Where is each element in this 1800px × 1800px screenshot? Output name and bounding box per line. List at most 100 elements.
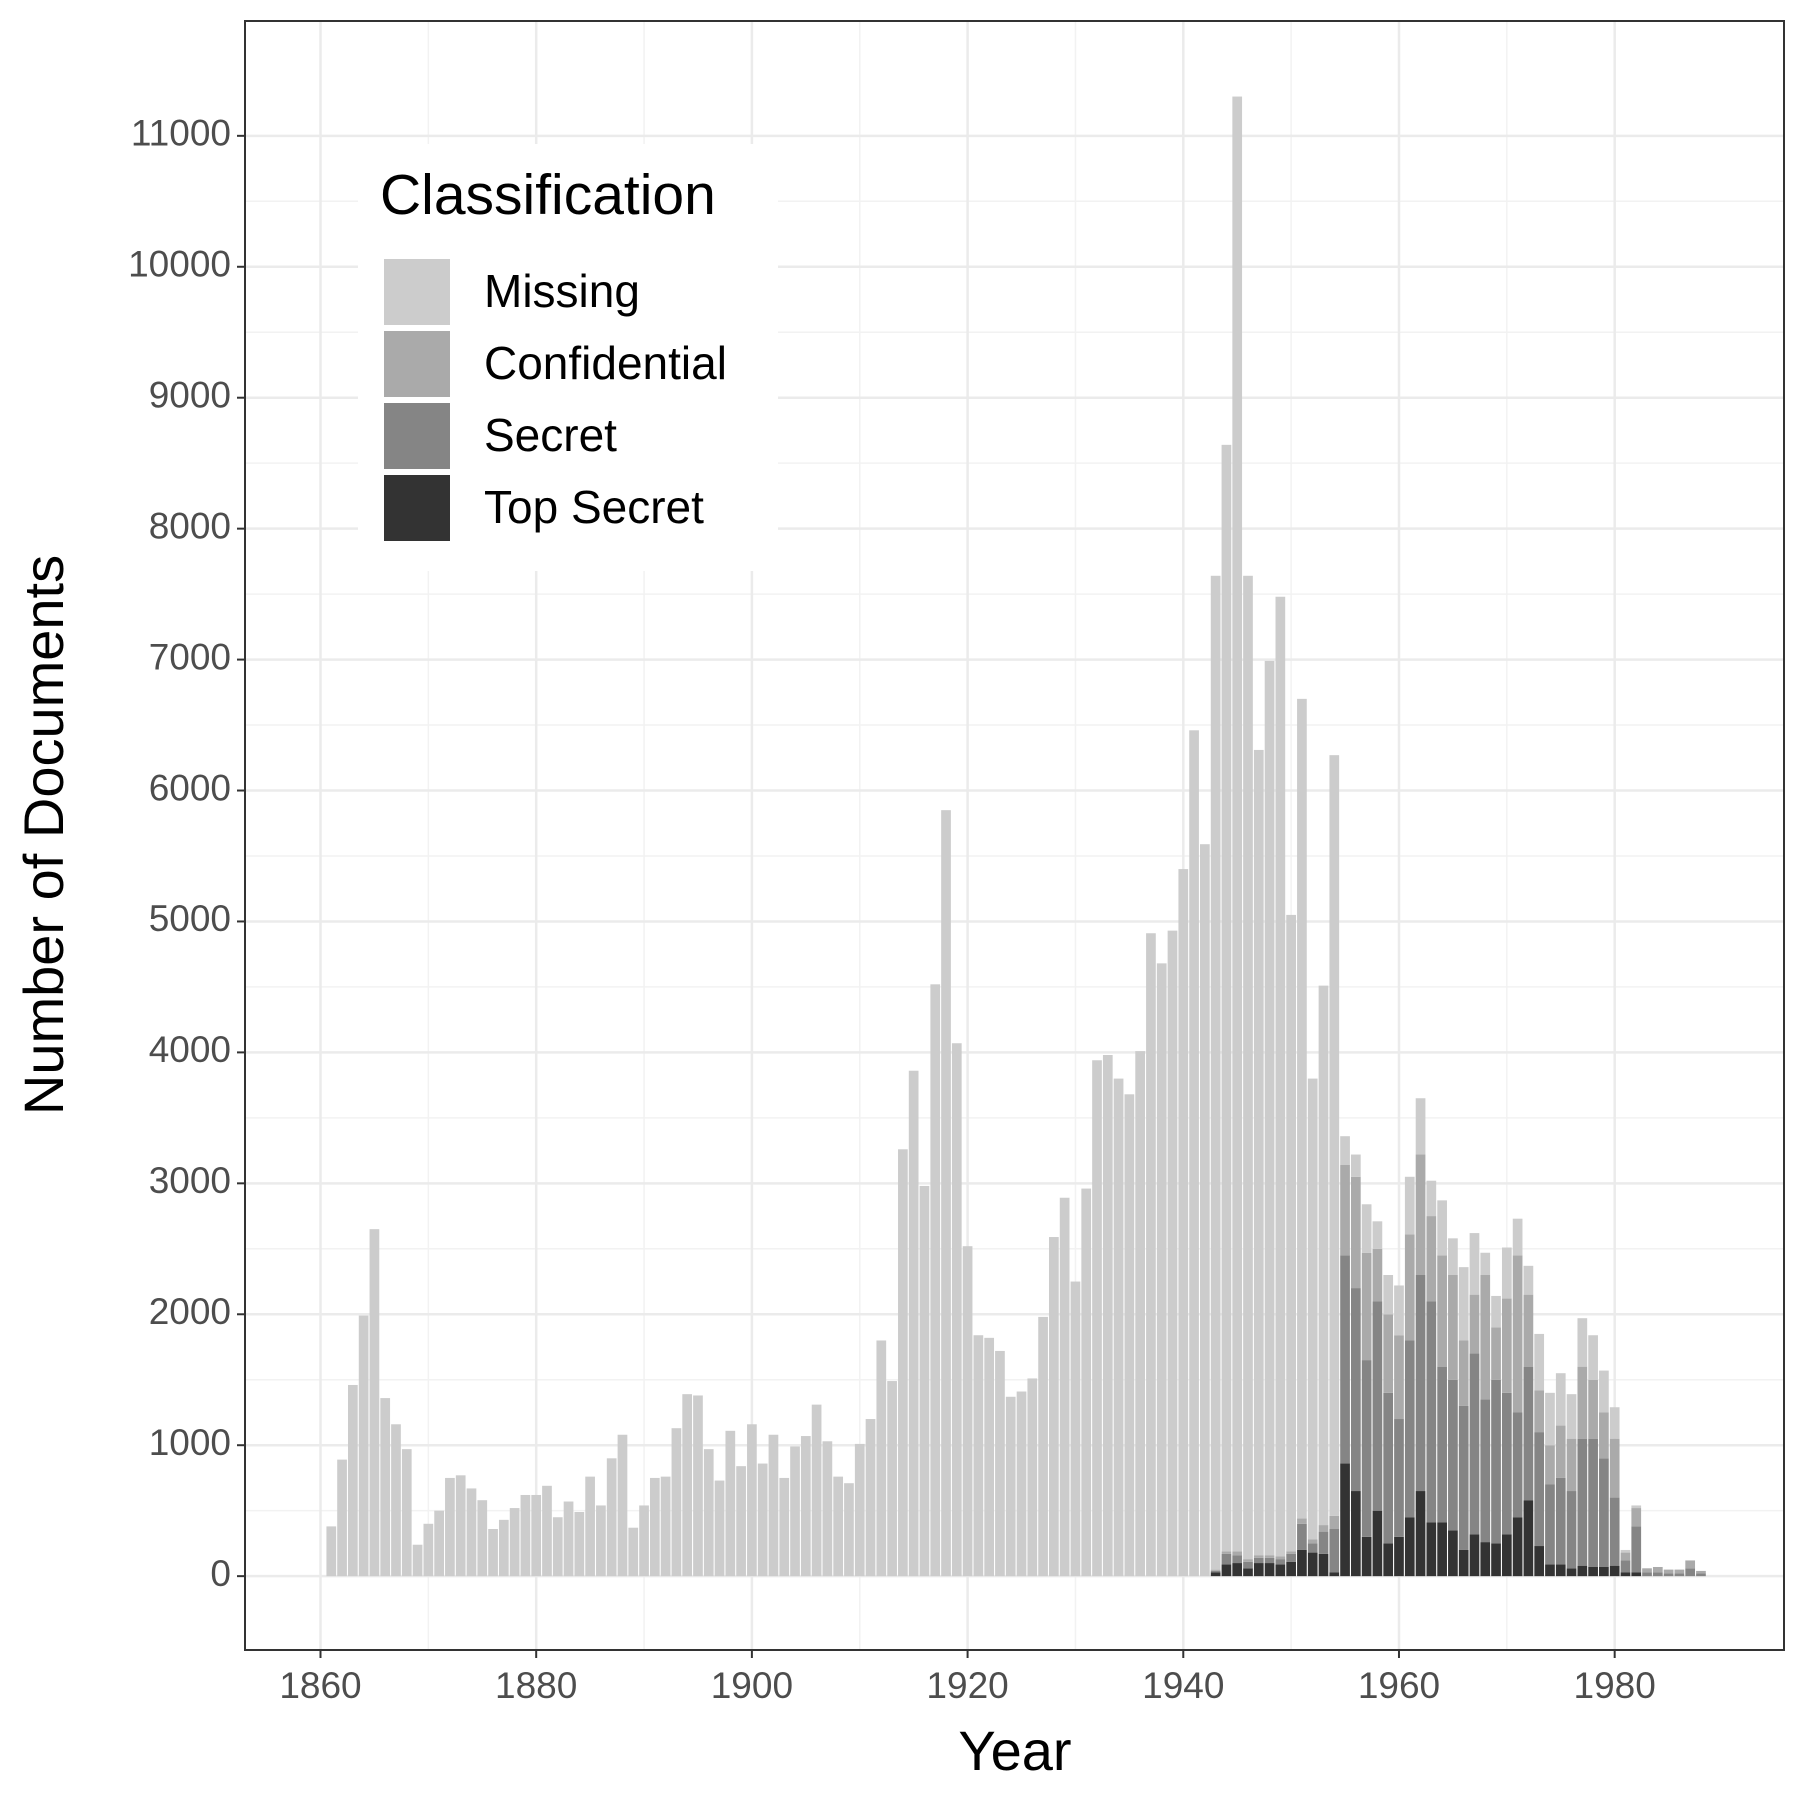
bar-segment — [1383, 1392, 1394, 1544]
bar-segment — [1426, 1522, 1437, 1577]
bar-segment — [412, 1544, 423, 1577]
bar-segment — [1394, 1285, 1404, 1336]
bar-segment — [1512, 1517, 1523, 1577]
bar-segment — [1599, 1458, 1609, 1567]
bar-segment — [1264, 1557, 1275, 1564]
bar-segment — [1491, 1295, 1501, 1328]
bar-segment — [1512, 1412, 1523, 1518]
bar-segment — [1404, 1234, 1415, 1341]
bar-segment — [1448, 1238, 1458, 1275]
bar-segment — [1415, 1154, 1426, 1275]
bar-segment — [1329, 1529, 1340, 1573]
bar-segment — [671, 1428, 682, 1577]
bar-segment — [822, 1441, 833, 1577]
bar-segment — [1361, 1360, 1372, 1537]
bar-segment — [1016, 1391, 1027, 1577]
bar-segment — [1275, 1556, 1286, 1560]
bar-segment — [1555, 1477, 1566, 1565]
bar-segment — [1243, 1561, 1253, 1569]
bar-segment — [1210, 1569, 1221, 1571]
bar-segment — [466, 1488, 477, 1577]
y-tick-label: 8000 — [149, 505, 231, 546]
bar-segment — [725, 1430, 736, 1577]
legend-label: Missing — [484, 265, 640, 317]
bar-segment — [1221, 1564, 1232, 1577]
bar-segment — [1491, 1543, 1501, 1577]
x-tick-label: 1860 — [279, 1665, 361, 1706]
bar-segment — [1297, 698, 1307, 1519]
bar-segment — [477, 1500, 488, 1577]
bar-segment — [1253, 1555, 1264, 1558]
y-tick-label: 1000 — [149, 1422, 231, 1463]
bar-segment — [1437, 1255, 1447, 1367]
bar-segment — [1685, 1568, 1696, 1577]
bar-segment — [1480, 1274, 1491, 1400]
bar-segment — [1555, 1425, 1566, 1478]
bar-segment — [423, 1523, 434, 1577]
bar-segment — [1361, 1536, 1372, 1577]
bar-segment — [552, 1517, 563, 1577]
bar-segment — [1275, 596, 1286, 1557]
bar-segment — [1350, 1176, 1361, 1289]
bar-segment — [1156, 963, 1167, 1577]
bar-segment — [1696, 1573, 1706, 1577]
bar-segment — [898, 1149, 908, 1577]
bar-segment — [1631, 1572, 1642, 1577]
bar-segment — [1501, 1247, 1512, 1299]
bar-segment — [1394, 1536, 1404, 1577]
bar-segment — [1264, 1563, 1275, 1577]
bar-segment — [1361, 1252, 1372, 1361]
bar-segment — [1286, 1561, 1296, 1577]
bar-segment — [1340, 1165, 1350, 1256]
bar-segment — [326, 1526, 337, 1577]
bar-segment — [1167, 930, 1178, 1577]
bar-segment — [1545, 1445, 1555, 1485]
bar-segment — [542, 1485, 552, 1577]
bar-segment — [1264, 1555, 1275, 1558]
bar-segment — [1307, 1078, 1318, 1540]
bar-segment — [1437, 1200, 1447, 1256]
bar-segment — [649, 1477, 660, 1577]
bar-segment — [445, 1477, 455, 1577]
legend-title: Classification — [380, 163, 716, 227]
bar-segment — [1297, 1523, 1307, 1550]
bar-segment — [369, 1229, 380, 1577]
bar-segment — [1599, 1566, 1609, 1577]
bar-segment — [1318, 985, 1329, 1526]
bar-segment — [1620, 1572, 1631, 1577]
bar-segment — [347, 1384, 358, 1577]
bar-segment — [1534, 1333, 1545, 1391]
x-tick-label: 1900 — [711, 1665, 793, 1706]
bar-segment — [1232, 1563, 1243, 1577]
y-tick-label: 4000 — [149, 1029, 231, 1070]
bar-segment — [1458, 1549, 1469, 1577]
bar-segment — [1577, 1565, 1588, 1577]
bar-segment — [951, 1043, 962, 1577]
bar-segment — [434, 1510, 444, 1577]
bar-segment — [1545, 1564, 1555, 1577]
bar-segment — [1523, 1265, 1534, 1295]
bar-segment — [1135, 1051, 1145, 1577]
bar-segment — [1631, 1508, 1642, 1527]
bar-segment — [628, 1527, 639, 1577]
bar-segment — [876, 1340, 887, 1577]
x-axis-title: Year — [958, 1719, 1071, 1782]
y-tick-label: 2000 — [149, 1291, 231, 1332]
bar-segment — [1253, 749, 1264, 1556]
bar-segment — [1113, 1078, 1124, 1577]
bar-segment — [337, 1459, 347, 1577]
bar-segment — [1426, 1216, 1437, 1302]
bar-segment — [1340, 1463, 1350, 1577]
bar-segment — [1566, 1394, 1577, 1439]
bar-segment — [1426, 1301, 1437, 1523]
bar-segment — [1318, 1531, 1329, 1554]
bar-segment — [984, 1337, 995, 1577]
bar-segment — [1588, 1438, 1598, 1567]
bar-segment — [693, 1395, 703, 1577]
bar-segment — [1663, 1569, 1674, 1574]
bar-segment — [1350, 1154, 1361, 1177]
legend-key — [384, 403, 450, 469]
bar-segment — [682, 1394, 693, 1577]
bar-segment — [1146, 933, 1156, 1577]
bar-segment — [1049, 1237, 1059, 1577]
